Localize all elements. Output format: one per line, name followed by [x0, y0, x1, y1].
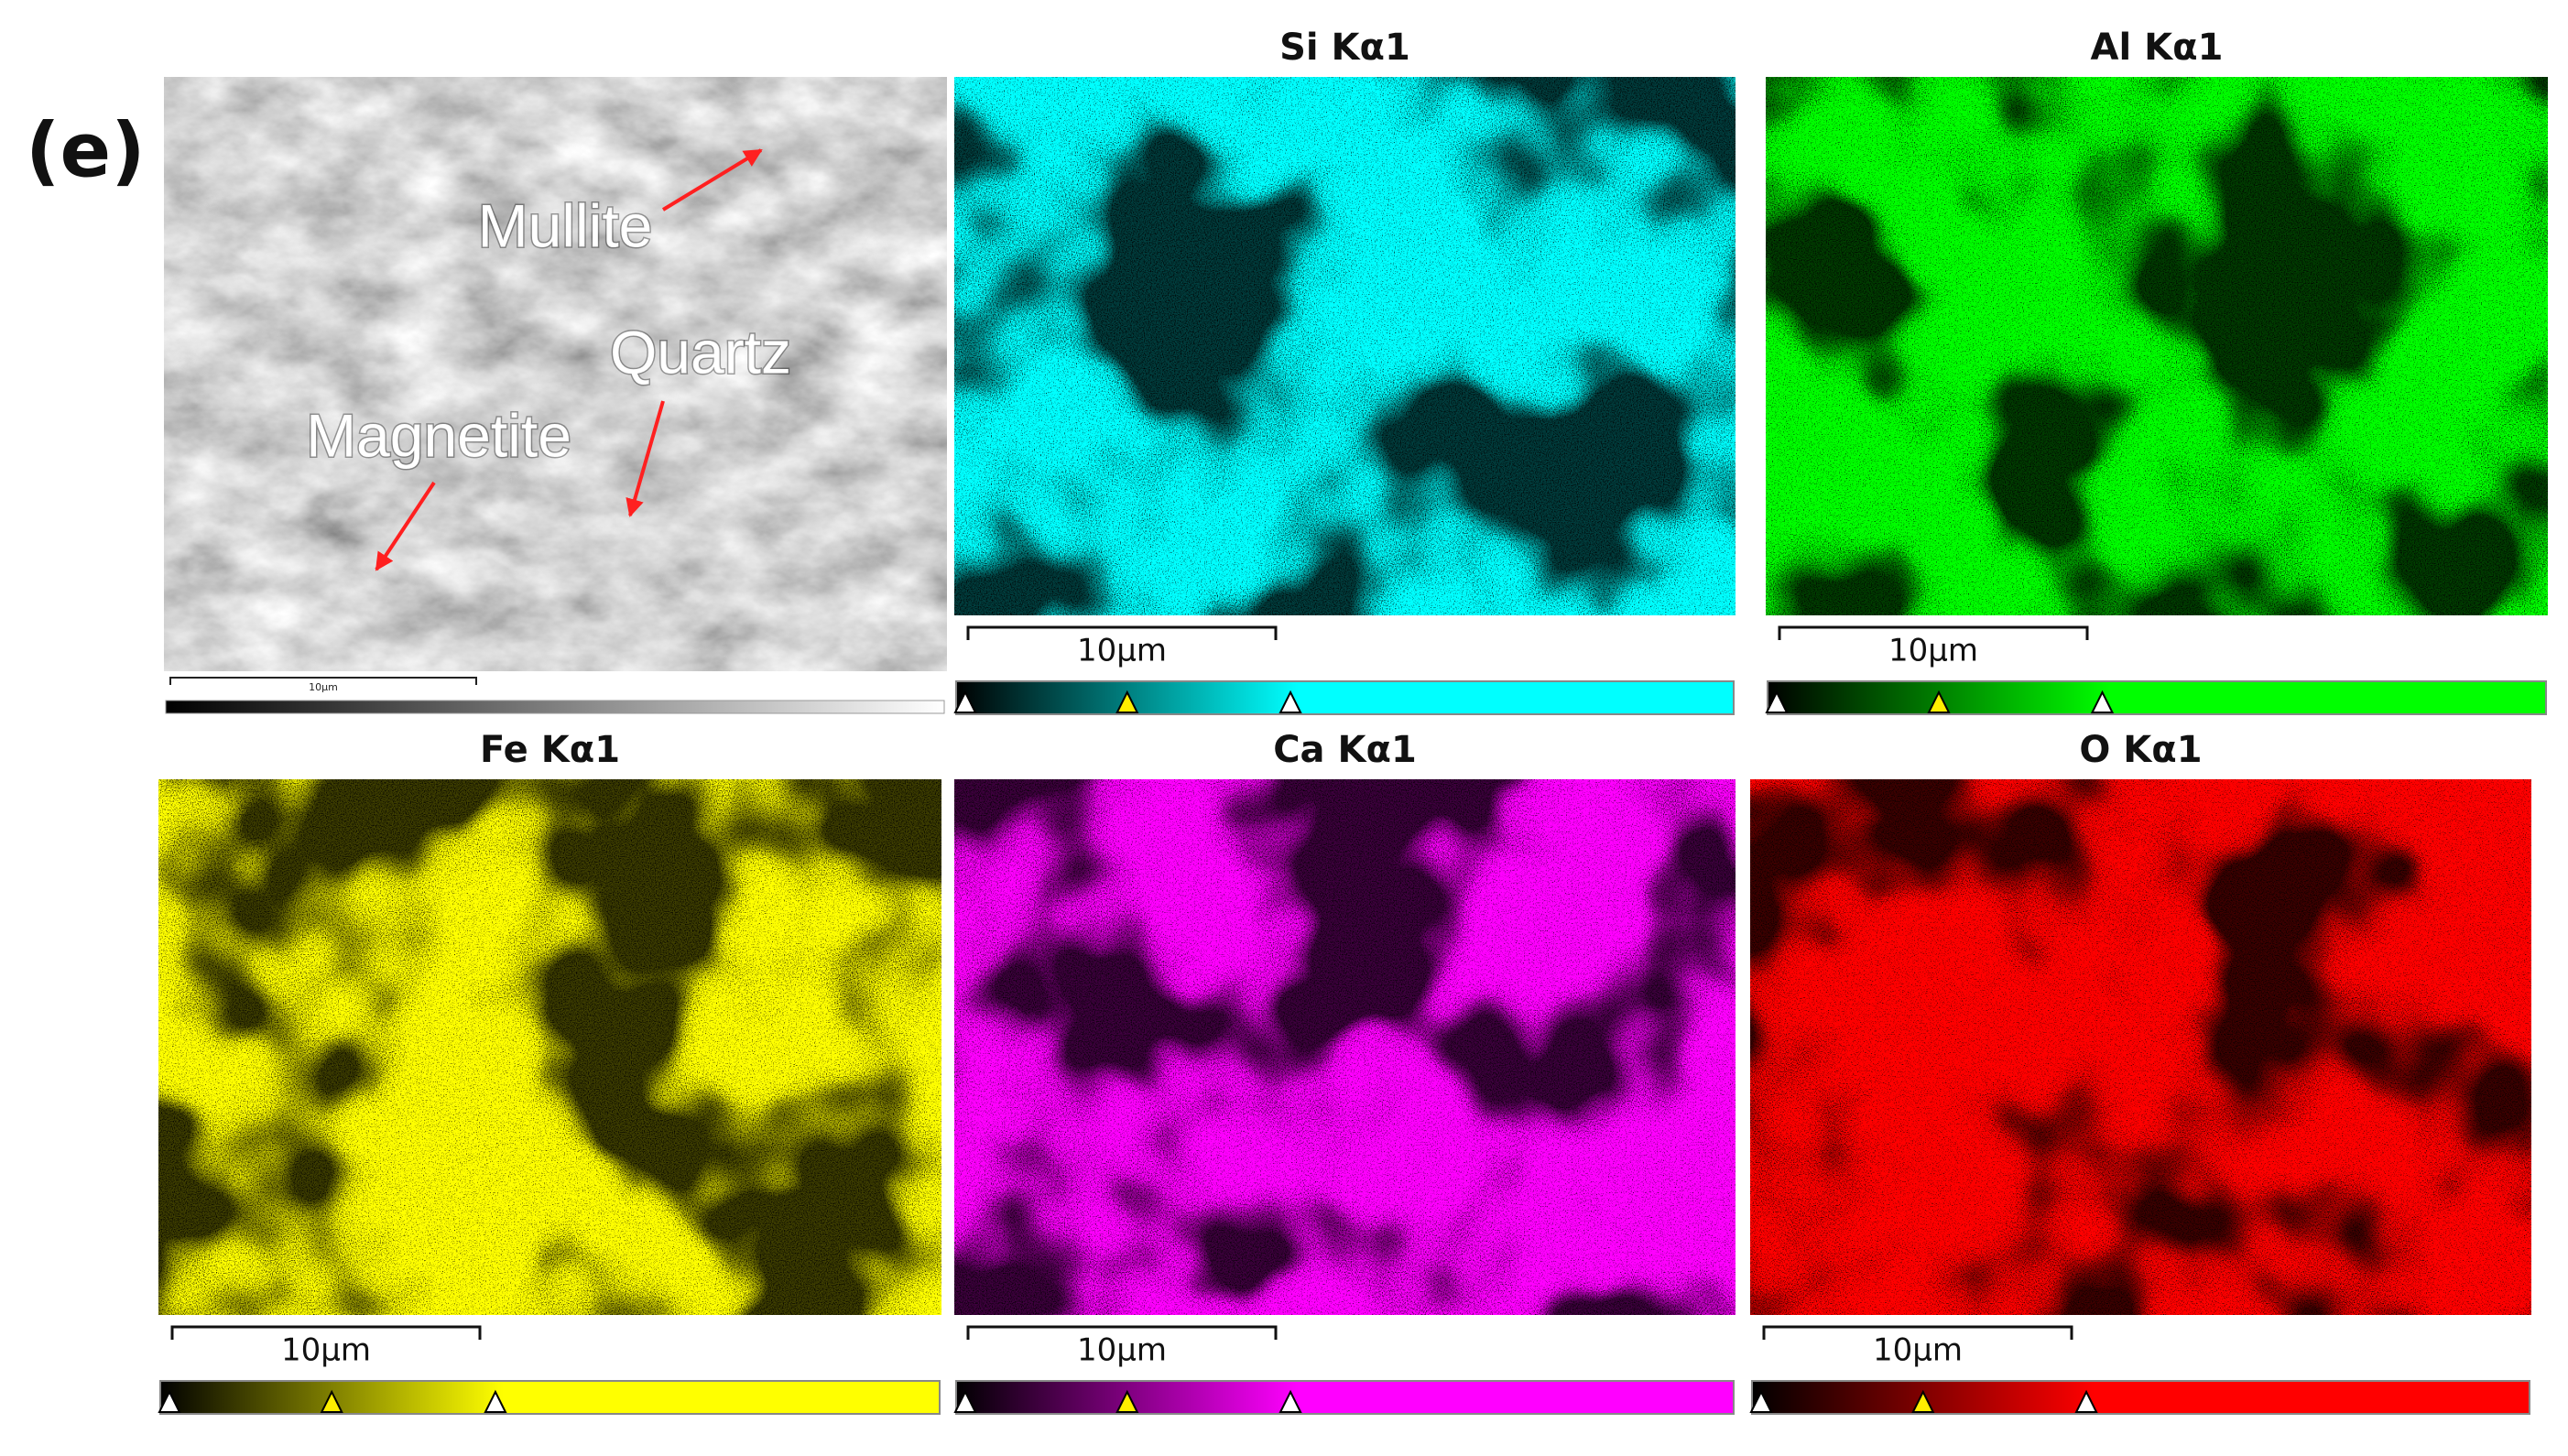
colorbar-slider [2074, 1389, 2098, 1413]
scale-bar [1778, 625, 2089, 640]
annotation: Mullite [478, 191, 653, 259]
element-map: Al Kα1 10µm [1765, 27, 2548, 715]
panel-label: (e) [26, 107, 146, 194]
colorbar-slider [1279, 1389, 1302, 1413]
annotation: Quartz [610, 318, 791, 386]
colorbar-slider [2090, 690, 2115, 713]
map-image [1750, 779, 2531, 1315]
sem-panel: Mullite Quartz Magnetite 10µm [164, 77, 947, 714]
map-title: Fe Kα1 [480, 729, 620, 771]
scale-label: 10µm [1873, 1332, 1963, 1369]
scale-bar [966, 625, 1278, 640]
colorbar [1751, 1380, 2530, 1415]
colorbar [955, 680, 1735, 715]
colorbar-slider [1927, 690, 1951, 713]
colorbar-slider [320, 1389, 343, 1413]
element-map: Si Kα1 10µm [953, 27, 1736, 715]
map-title: Si Kα1 [1279, 27, 1410, 69]
colorbar-slider [1749, 1389, 1773, 1413]
colorbar-slider [158, 1389, 181, 1413]
scale-bar [1762, 1325, 2073, 1340]
colorbar-slider [1911, 1389, 1935, 1413]
scale-label: 10µm [1077, 633, 1167, 669]
map-image [1766, 77, 2548, 615]
element-map: Ca Kα1 10µm [953, 729, 1736, 1415]
sem-image [164, 77, 947, 671]
map-image [954, 779, 1736, 1315]
map-title: O Kα1 [2079, 729, 2202, 771]
arrow [375, 481, 436, 571]
scale-bar [170, 1325, 482, 1340]
map-title: Al Kα1 [2091, 27, 2224, 69]
arrow [661, 148, 763, 212]
arrow [626, 400, 665, 517]
scale-label: 10µm [1077, 1332, 1167, 1369]
gray-colorbar [165, 700, 945, 714]
map-image [158, 779, 941, 1315]
scale-label: 10µm [1888, 633, 1978, 669]
element-map: Fe Kα1 10µm [158, 729, 941, 1415]
colorbar-slider [1765, 690, 1789, 713]
colorbar [159, 1380, 941, 1415]
scale-label: 10µm [309, 681, 338, 693]
colorbar-slider [953, 690, 977, 713]
colorbar [955, 1380, 1735, 1415]
colorbar-slider [484, 1389, 507, 1413]
colorbar-slider [1279, 690, 1302, 713]
annotation: Magnetite [306, 401, 571, 469]
scale-bar [966, 1325, 1278, 1340]
scale-bar [169, 677, 477, 685]
map-title: Ca Kα1 [1273, 729, 1417, 771]
map-image [954, 77, 1736, 615]
colorbar-slider [1115, 1389, 1139, 1413]
colorbar-slider [1115, 690, 1139, 713]
element-map: O Kα1 10µm [1749, 729, 2531, 1415]
scale-label: 10µm [281, 1332, 371, 1369]
colorbar-slider [953, 1389, 977, 1413]
colorbar [1767, 680, 2547, 715]
